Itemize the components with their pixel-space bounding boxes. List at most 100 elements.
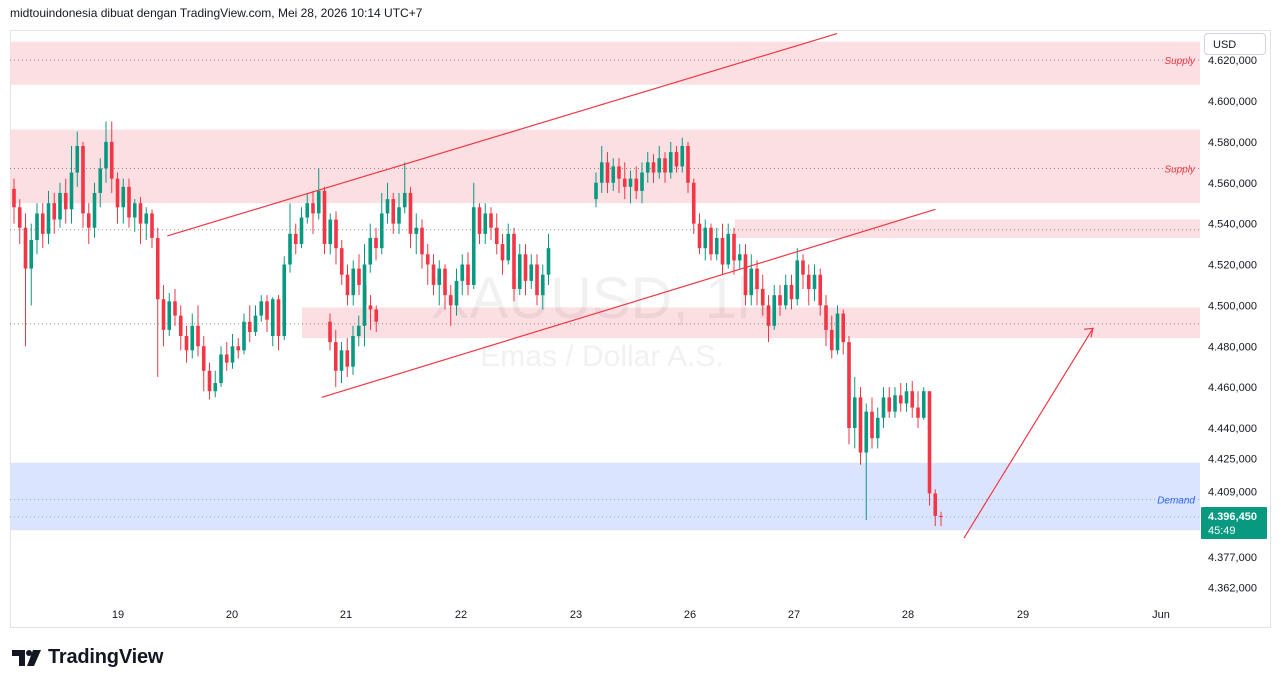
candle-body — [691, 182, 696, 224]
candle-body — [276, 299, 281, 337]
candle — [517, 244, 522, 296]
candle-body — [477, 207, 482, 234]
candle-body — [870, 411, 874, 439]
y-tick-label: 4.540,000 — [1208, 219, 1257, 231]
currency-selector[interactable]: USD — [1204, 33, 1266, 55]
zone-label: Supply — [1164, 164, 1196, 175]
candle — [546, 233, 551, 285]
candle — [881, 387, 886, 428]
candle-body — [109, 141, 114, 179]
candle-body — [339, 248, 344, 275]
candle-body — [247, 321, 252, 332]
candle-body — [500, 244, 505, 261]
candle — [540, 264, 545, 310]
candle — [397, 192, 401, 234]
candle-body — [437, 268, 442, 285]
candle — [138, 197, 143, 245]
candle-body — [540, 274, 545, 296]
candle — [663, 152, 667, 183]
candle — [357, 254, 361, 296]
candle — [150, 209, 154, 249]
zone-label: Supply — [1164, 56, 1196, 67]
candle — [184, 325, 189, 363]
candle — [230, 333, 235, 369]
candle-body — [755, 268, 759, 290]
candle-body — [806, 274, 811, 290]
candle-body — [138, 203, 143, 224]
candle — [35, 203, 39, 255]
candle-body — [333, 342, 338, 371]
candle-body — [196, 325, 200, 347]
candle-body — [668, 152, 673, 173]
watermark-symbol: XAUUSD, 1h — [431, 266, 769, 331]
candle — [299, 207, 304, 249]
candle-body — [173, 301, 177, 316]
candle — [847, 336, 851, 445]
candle — [494, 213, 499, 255]
candle-body — [23, 227, 28, 269]
y-tick-label: 4.620,000 — [1208, 55, 1257, 67]
candle-body — [334, 219, 338, 249]
candle — [921, 387, 926, 420]
candle-body — [368, 237, 373, 265]
candle — [121, 178, 126, 224]
x-axis: 19 20 21 22 23 26 27 28 29 Jun — [112, 609, 1170, 621]
candle-body — [178, 315, 183, 337]
candle-body — [772, 295, 777, 326]
candle — [680, 137, 685, 173]
candle-body — [155, 237, 160, 300]
candle — [247, 305, 252, 343]
candle-body — [351, 336, 355, 367]
candle-body — [368, 305, 373, 310]
candle — [898, 383, 903, 412]
candle — [173, 289, 177, 326]
candle-body — [523, 254, 528, 281]
candle — [46, 190, 51, 245]
projection-arrow — [963, 328, 1094, 539]
candle-body — [356, 325, 361, 337]
zone-rect — [735, 219, 1200, 238]
candle — [535, 254, 539, 306]
candle — [190, 313, 195, 359]
candle-body — [86, 213, 91, 228]
candle — [726, 223, 731, 269]
zone-label: Demand — [1157, 496, 1195, 507]
candle — [265, 295, 269, 332]
y-tick-label: 4.480,000 — [1208, 341, 1257, 353]
candle-body — [224, 354, 229, 363]
chart-header: midtouindonesia dibuat dengan TradingVie… — [10, 6, 423, 20]
zones-layer: Supply Supply Demand — [10, 41, 1200, 531]
chart-frame[interactable] — [10, 30, 1271, 628]
x-tick-label: 29 — [1017, 609, 1029, 621]
candle-body — [783, 284, 788, 306]
candle-body — [265, 301, 269, 320]
x-tick-label: 20 — [226, 609, 238, 621]
candle — [454, 268, 459, 316]
candle-body — [374, 237, 378, 249]
candle — [893, 387, 897, 418]
candle-body — [709, 227, 713, 255]
candle — [755, 260, 759, 306]
candle-body — [663, 158, 667, 173]
candle — [714, 227, 719, 261]
candle-body — [927, 391, 932, 494]
projection-arrow-head — [1083, 327, 1094, 338]
candle — [155, 227, 160, 377]
candle-body — [778, 295, 782, 306]
tradingview-logo[interactable]: TradingView — [12, 646, 163, 669]
candle — [333, 329, 338, 388]
candle-body — [743, 254, 748, 296]
candle-body — [726, 233, 731, 265]
candle — [916, 391, 920, 428]
candle-body — [293, 233, 298, 245]
candle-body — [674, 152, 679, 167]
candle-body — [46, 203, 51, 234]
candle — [40, 203, 45, 249]
candle — [408, 186, 413, 249]
candle-body — [818, 274, 823, 306]
candle — [52, 192, 57, 234]
candle — [104, 121, 108, 183]
y-tick-label: 4.560,000 — [1208, 178, 1257, 190]
candle — [875, 407, 880, 449]
